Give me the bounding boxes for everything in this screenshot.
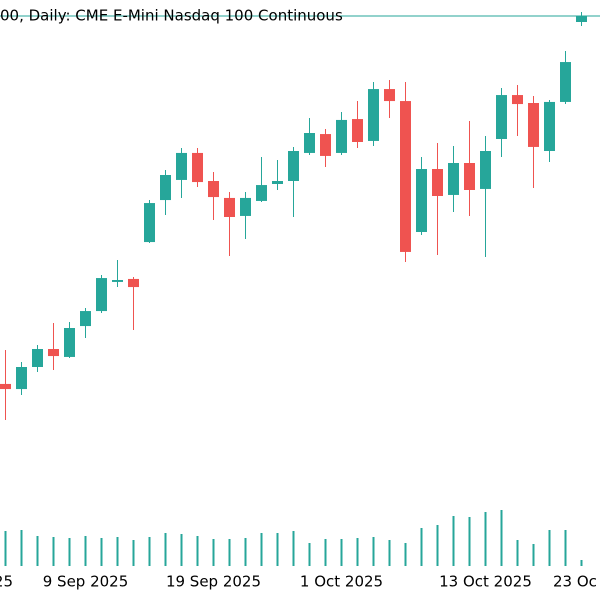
candle-body [384,89,395,102]
candle-body [144,203,155,243]
candle-body [528,103,539,147]
candle-body [176,152,187,180]
candles: 25 9 Sep 2025 19 Sep 2025 1 Oct 2025 13 Oct … [0,11,600,591]
candle-body [480,151,491,189]
candle-body [576,16,587,22]
candle-body [496,95,507,139]
candle-body [48,349,59,357]
candle-body [80,311,91,327]
candle-body [224,197,235,217]
candle-body [352,119,363,142]
candle-body [0,383,11,390]
candle-body [96,278,107,312]
x-tick-label: 1 Oct 2025 [300,573,383,591]
candle-body [192,152,203,183]
candle-body [208,181,219,198]
candle-body [64,328,75,357]
candle-body [16,367,27,390]
x-tick-label: 19 Sep 2025 [166,573,261,591]
candle-body [256,185,267,201]
x-tick-label: 23 Oc [553,573,597,591]
candle-body [272,181,283,184]
candle-body [128,278,139,288]
x-tick-label: 9 Sep 2025 [43,573,129,591]
candle-body [288,151,299,181]
candle-body [400,101,411,252]
candle-body [560,62,571,102]
x-tick-label: 25 [0,573,13,591]
candle-body [464,163,475,190]
candle-body [432,169,443,196]
chart-title: 00, Daily: CME E-Mini Nasdaq 100 Continu… [0,7,343,25]
x-tick-label: 13 Oct 2025 [439,573,532,591]
candle-body [304,133,315,153]
candle-body [336,119,347,153]
candle-body [320,134,331,156]
candle-body [368,89,379,141]
candle-body [416,169,427,232]
candle-body [160,175,171,201]
candle-body [112,280,123,282]
candle-body [448,163,459,195]
candle-body [544,101,555,151]
candle-body [512,95,523,105]
candle-body [32,349,43,367]
candle-body [240,197,251,216]
